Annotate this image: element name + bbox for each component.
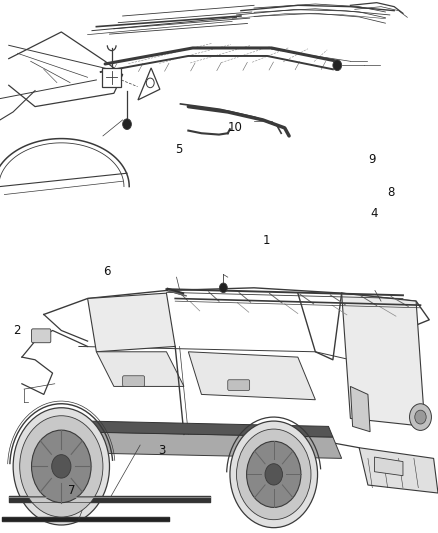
Circle shape <box>219 283 227 293</box>
Text: 1: 1 <box>263 235 270 247</box>
Text: 4: 4 <box>370 207 378 220</box>
Text: 3: 3 <box>158 444 165 457</box>
Circle shape <box>52 455 71 478</box>
Circle shape <box>32 430 91 503</box>
Circle shape <box>13 408 110 525</box>
FancyBboxPatch shape <box>228 379 250 390</box>
Circle shape <box>146 78 154 87</box>
Polygon shape <box>88 293 175 352</box>
FancyBboxPatch shape <box>32 329 51 343</box>
Circle shape <box>265 464 283 485</box>
Polygon shape <box>188 352 315 400</box>
Text: 10: 10 <box>228 122 243 134</box>
Polygon shape <box>342 293 425 426</box>
FancyBboxPatch shape <box>123 376 145 386</box>
Polygon shape <box>96 352 184 386</box>
Circle shape <box>415 410 426 424</box>
Text: 2: 2 <box>13 324 21 337</box>
Text: 9: 9 <box>368 154 375 166</box>
Circle shape <box>247 441 301 507</box>
Circle shape <box>237 429 311 520</box>
Text: 5: 5 <box>175 143 183 156</box>
Text: 6: 6 <box>103 265 110 278</box>
Polygon shape <box>374 457 403 475</box>
Polygon shape <box>350 386 370 432</box>
Circle shape <box>410 404 431 431</box>
Circle shape <box>123 119 131 130</box>
Bar <box>102 68 121 87</box>
Polygon shape <box>79 432 342 458</box>
Polygon shape <box>359 448 438 493</box>
Polygon shape <box>88 421 333 437</box>
Text: 8: 8 <box>388 187 395 199</box>
Circle shape <box>230 421 318 528</box>
Polygon shape <box>138 68 160 100</box>
Circle shape <box>20 416 103 517</box>
Text: 7: 7 <box>68 484 75 497</box>
Circle shape <box>333 60 342 70</box>
